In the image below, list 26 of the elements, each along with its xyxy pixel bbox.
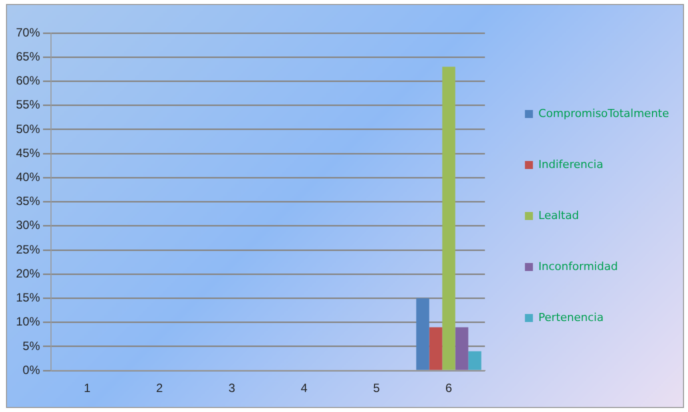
y-tick-label: 30% — [16, 218, 40, 232]
y-tick-label: 45% — [16, 146, 40, 160]
legend-label: CompromisoTotalmente — [538, 106, 670, 120]
y-tick-label: 65% — [16, 49, 40, 64]
x-tick-label: 5 — [373, 381, 380, 396]
y-tick-label: 15% — [16, 290, 40, 305]
legend-label: Lealtad — [538, 208, 579, 222]
y-tick-label: 5% — [22, 338, 40, 353]
y-tick-label: 50% — [16, 122, 40, 136]
legend-label: Pertenencia — [538, 310, 604, 324]
y-tick-label: 55% — [16, 98, 40, 112]
x-tick-label: 6 — [445, 381, 452, 396]
y-tick-label: 70% — [16, 25, 40, 40]
y-tick-label: 60% — [16, 74, 40, 88]
y-tick-label: 0% — [22, 362, 40, 377]
y-tick-label: 25% — [16, 242, 40, 256]
legend-label: Inconformidad — [538, 260, 618, 273]
y-tick-label: 20% — [16, 266, 40, 280]
x-tick-label: 2 — [156, 381, 164, 396]
legend-label: Indiferencia — [538, 158, 604, 171]
x-tick-label: 3 — [228, 381, 236, 396]
y-tick-label: 40% — [16, 170, 40, 184]
x-tick-label: 4 — [300, 381, 308, 396]
y-tick-label: 35% — [16, 194, 40, 208]
x-tick-label: 1 — [84, 381, 91, 396]
y-tick-label: 10% — [16, 314, 40, 329]
